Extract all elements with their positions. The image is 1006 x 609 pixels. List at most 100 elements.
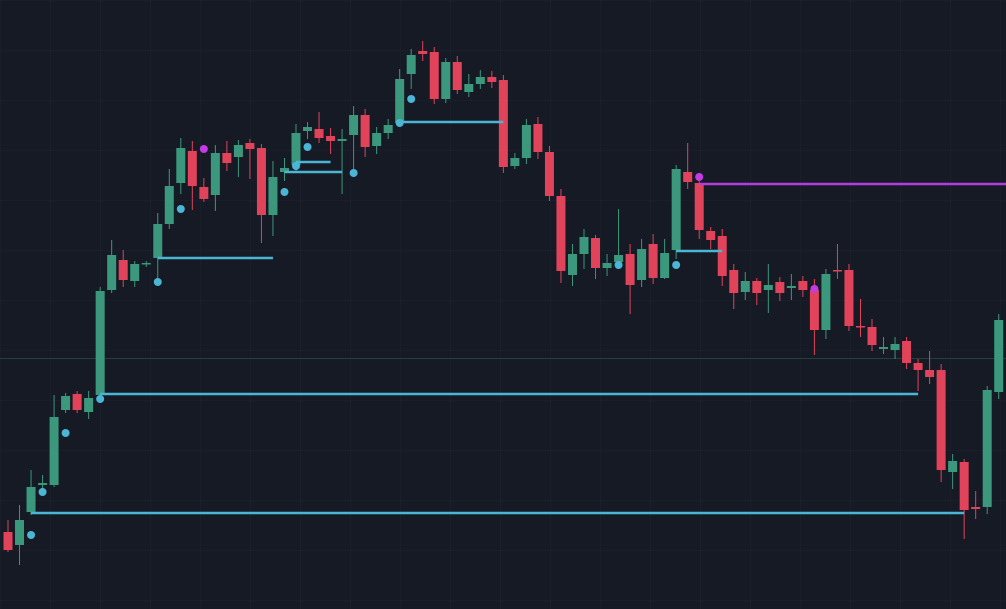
candle-body — [95, 291, 105, 395]
candle-body — [256, 148, 266, 215]
candle-body — [740, 281, 750, 292]
candle-body — [821, 274, 831, 330]
candle-body — [832, 270, 842, 272]
candle-body — [49, 417, 59, 485]
candle-body — [752, 281, 762, 293]
candle-body — [510, 158, 520, 166]
candle-body — [786, 286, 796, 288]
candle-body — [925, 370, 935, 377]
candle-body — [360, 115, 370, 147]
candle-body — [487, 77, 497, 82]
signal-dot — [395, 119, 404, 127]
candle-body — [61, 396, 71, 410]
candle-body — [763, 285, 773, 290]
signal-dot — [810, 285, 819, 293]
candle-body — [936, 370, 946, 470]
candle-body — [694, 183, 704, 230]
signal-dot — [153, 278, 162, 286]
candle-body — [418, 51, 428, 54]
candle-body — [279, 168, 289, 172]
candle-body — [729, 270, 739, 293]
signal-dot — [27, 531, 36, 539]
candle-body — [268, 177, 278, 215]
candle-body — [130, 264, 140, 281]
candle-body — [602, 263, 612, 268]
candle-body — [902, 341, 912, 363]
candle-body — [533, 124, 543, 152]
candle-body — [798, 281, 808, 290]
candle-body — [84, 398, 94, 412]
signal-dot — [176, 205, 185, 213]
candle-body — [717, 236, 727, 276]
signal-dot — [672, 261, 681, 269]
candle-body — [464, 84, 474, 92]
candle-body — [222, 153, 232, 163]
candle-body — [176, 148, 186, 183]
signal-dot — [614, 261, 623, 269]
candle-body — [706, 231, 716, 240]
candle-body — [683, 172, 693, 182]
candle-body — [544, 152, 554, 196]
signal-dot — [349, 169, 358, 177]
candle-body — [475, 77, 485, 84]
candle-body — [452, 62, 462, 90]
candle-body — [867, 327, 877, 345]
candle-body — [579, 237, 589, 254]
candle-body — [614, 255, 624, 262]
signal-dot — [292, 162, 300, 170]
candle-body — [521, 125, 531, 158]
candle-body — [326, 136, 336, 141]
candle-body — [637, 249, 647, 280]
candle-body — [372, 133, 382, 146]
signal-dot — [280, 188, 289, 196]
signal-dot — [61, 429, 70, 437]
signal-dot — [199, 145, 208, 153]
candle-body — [291, 133, 301, 165]
candle-body — [15, 520, 25, 545]
candle-body — [314, 129, 324, 138]
candle-body — [648, 244, 658, 278]
candle-body — [395, 79, 405, 123]
candle-body — [844, 270, 854, 326]
signal-dot — [303, 143, 312, 151]
signal-dot — [695, 173, 704, 181]
signal-dot — [38, 488, 47, 496]
candle-body — [303, 127, 313, 131]
candle-body — [971, 507, 981, 509]
candle-body — [959, 462, 969, 510]
candle-body — [38, 483, 48, 485]
candle-body — [3, 532, 13, 550]
candle-body — [890, 344, 900, 350]
candle-body — [982, 390, 992, 507]
candle-body — [118, 260, 128, 280]
candle-body — [809, 290, 819, 330]
candle-body — [591, 238, 601, 268]
candle-body — [879, 347, 889, 349]
candle-body — [429, 52, 439, 99]
candle-body — [72, 394, 82, 410]
candle-body — [141, 263, 151, 265]
candle-body — [233, 145, 243, 157]
candle-body — [187, 151, 197, 186]
candle-body — [660, 253, 670, 278]
candle-body — [153, 224, 163, 258]
candle-body — [498, 80, 508, 167]
candle-body — [337, 139, 347, 141]
signal-dot — [407, 95, 416, 103]
candle-body — [855, 326, 865, 328]
candle-body — [948, 461, 958, 472]
candle-body — [245, 143, 255, 149]
candle-body — [775, 282, 785, 293]
candle-body — [625, 254, 635, 285]
candle-body — [210, 153, 220, 195]
candle-body — [556, 196, 566, 271]
candle-body — [994, 320, 1004, 392]
candle-body — [349, 115, 359, 135]
candle-body — [164, 186, 174, 224]
candle-body — [671, 169, 681, 250]
signal-dot — [96, 395, 105, 403]
candle-body — [26, 487, 36, 512]
candle-body — [567, 254, 577, 275]
